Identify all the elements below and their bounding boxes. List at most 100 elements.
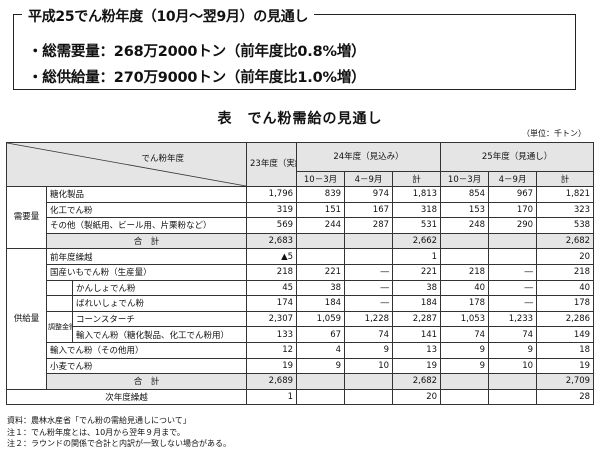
value-cell: 2,682 bbox=[536, 232, 595, 250]
carryover-label: 次年度繰越 bbox=[5, 388, 248, 406]
value-cell: 2,662 bbox=[392, 232, 442, 250]
value-cell: 74 bbox=[344, 326, 394, 343]
value-cell: 318 bbox=[392, 201, 442, 219]
value-cell: 1,233 bbox=[488, 310, 538, 328]
value-cell: 151 bbox=[296, 201, 346, 219]
total-label: 合 計 bbox=[45, 373, 248, 390]
summary-demand-line: ・総需要量：268万2000トン（前年度比0.8%増） bbox=[28, 44, 366, 60]
value-cell: 974 bbox=[344, 186, 394, 203]
summary-title: 平成25でん粉年度（10月～翌9月）の見通し bbox=[22, 6, 315, 26]
row-label: 化工でん粉 bbox=[45, 201, 248, 219]
value-cell: 323 bbox=[536, 201, 595, 219]
value-cell: 218 bbox=[440, 263, 490, 281]
sub-header: 4－9月 bbox=[344, 171, 394, 187]
value-cell: 221 bbox=[296, 263, 346, 281]
value-cell: 839 bbox=[296, 186, 346, 203]
value-cell: 2,709 bbox=[536, 373, 595, 390]
value-cell bbox=[296, 232, 346, 250]
corner-header-label: でん粉年度 bbox=[141, 154, 185, 164]
value-cell: 9 bbox=[440, 341, 490, 359]
row-label: 小麦でん粉 bbox=[45, 357, 248, 375]
value-cell: 167 bbox=[344, 201, 394, 219]
corner-header-cell: でん粉年度 bbox=[5, 142, 248, 187]
sub-header: 計 bbox=[536, 171, 595, 187]
value-cell bbox=[344, 373, 394, 390]
value-cell: 9 bbox=[488, 341, 538, 359]
value-cell: ― bbox=[344, 263, 394, 281]
value-cell: ― bbox=[488, 295, 538, 312]
value-cell: 9 bbox=[296, 357, 346, 375]
value-cell: 9 bbox=[440, 357, 490, 375]
sub-header: 4－9月 bbox=[488, 171, 538, 187]
value-cell: ― bbox=[488, 279, 538, 297]
value-cell: 1,821 bbox=[536, 186, 595, 203]
unit-label: （単位：千トン） bbox=[522, 129, 586, 138]
value-cell: 319 bbox=[246, 201, 298, 219]
value-cell: 221 bbox=[392, 263, 442, 281]
value-cell: 1,796 bbox=[246, 186, 298, 203]
sub-header: 10－3月 bbox=[296, 171, 346, 187]
row-label: ばれいしょでん粉 bbox=[71, 295, 248, 312]
value-cell: 967 bbox=[488, 186, 538, 203]
supply-total-row: 合 計 2,689 2,682 2,709 bbox=[7, 373, 595, 390]
indent-cell bbox=[46, 279, 73, 297]
value-cell: 248 bbox=[440, 217, 490, 234]
row-label: 輸入でん粉（その他用） bbox=[45, 341, 248, 359]
value-cell: 218 bbox=[246, 263, 298, 281]
value-cell: ▲5 bbox=[246, 248, 298, 265]
value-cell: 178 bbox=[440, 295, 490, 312]
value-cell: 184 bbox=[392, 295, 442, 312]
fy24-header: 24年度（見込み） bbox=[296, 142, 442, 172]
value-cell: ― bbox=[344, 279, 394, 297]
value-cell: 1,813 bbox=[392, 186, 442, 203]
value-cell: 1,053 bbox=[440, 310, 490, 328]
value-cell: 1,228 bbox=[344, 310, 394, 328]
value-cell bbox=[296, 373, 346, 390]
value-cell: 2,287 bbox=[392, 310, 442, 328]
value-cell: 290 bbox=[488, 217, 538, 234]
value-cell: 2,683 bbox=[246, 232, 298, 250]
note-2: 注２：ラウンドの関係で合計と内訳が一致しない場合がある。 bbox=[7, 439, 231, 448]
indent-cell bbox=[46, 295, 73, 312]
value-cell: ― bbox=[488, 263, 538, 281]
value-cell: 531 bbox=[392, 217, 442, 234]
table-row: かんしょでん粉 45 38 ― 38 40 ― 40 bbox=[7, 279, 595, 297]
value-cell bbox=[488, 232, 538, 250]
value-cell: 2,286 bbox=[536, 310, 595, 328]
value-cell: 9 bbox=[344, 341, 394, 359]
value-cell: 2,307 bbox=[246, 310, 298, 328]
value-cell: 2,689 bbox=[246, 373, 298, 390]
value-cell: 153 bbox=[440, 201, 490, 219]
note-1: 注１：でん粉年度とは、10月から翌年９月まで。 bbox=[7, 427, 185, 437]
table-row: 供給量 前年度繰越 ▲5 1 20 bbox=[6, 248, 595, 390]
value-cell: 854 bbox=[440, 186, 490, 203]
value-cell: 12 bbox=[246, 341, 298, 359]
value-cell bbox=[488, 373, 538, 390]
value-cell bbox=[440, 388, 490, 406]
value-cell: 174 bbox=[246, 295, 298, 312]
value-cell: ― bbox=[344, 295, 394, 312]
value-cell: 18 bbox=[536, 341, 595, 359]
notes: 資料：農林水産省「でん粉の需給見通しについて」 注１：でん粉年度とは、10月から… bbox=[7, 415, 231, 450]
value-cell bbox=[488, 248, 538, 265]
table-row: 調整金徴収対象コーンスターチ2,3071,0591,2282,2871,0531… bbox=[7, 310, 595, 343]
row-label: 輸入でん粉（糖化製品、化工でん粉用） bbox=[71, 326, 248, 343]
value-cell: 2,682 bbox=[392, 373, 442, 390]
value-cell: 45 bbox=[246, 279, 298, 297]
table-row: 需要量 糖化製品 1,796 839 974 1,813 854 967 1,821 bbox=[6, 185, 595, 250]
table-row: ばれいしょでん粉 174 184 ― 184 178 ― 178 bbox=[7, 295, 595, 312]
fy25-header: 25年度（見通し） bbox=[440, 142, 595, 172]
value-cell: 4 bbox=[296, 341, 346, 359]
row-label: 前年度繰越 bbox=[45, 248, 248, 265]
value-cell: 19 bbox=[392, 357, 442, 375]
row-label: 糖化製品 bbox=[45, 186, 248, 203]
table-row: 輸入でん粉（糖化製品、化工でん粉用） 133 67 74 141 74 74 149 bbox=[7, 326, 595, 343]
table-row: 国産いもでん粉（生産量） 218 221 ― 221 218 ― 218 bbox=[7, 263, 595, 281]
demand-total-row: 合 計 2,683 2,662 2,682 bbox=[7, 232, 595, 250]
total-label: 合 計 bbox=[45, 232, 248, 250]
row-label: その他（製紙用、ビール用、片栗粉など） bbox=[45, 217, 248, 234]
value-cell: 287 bbox=[344, 217, 394, 234]
value-cell: 184 bbox=[296, 295, 346, 312]
demand-group-label: 需要量 bbox=[6, 185, 47, 250]
value-cell: 149 bbox=[536, 326, 595, 343]
